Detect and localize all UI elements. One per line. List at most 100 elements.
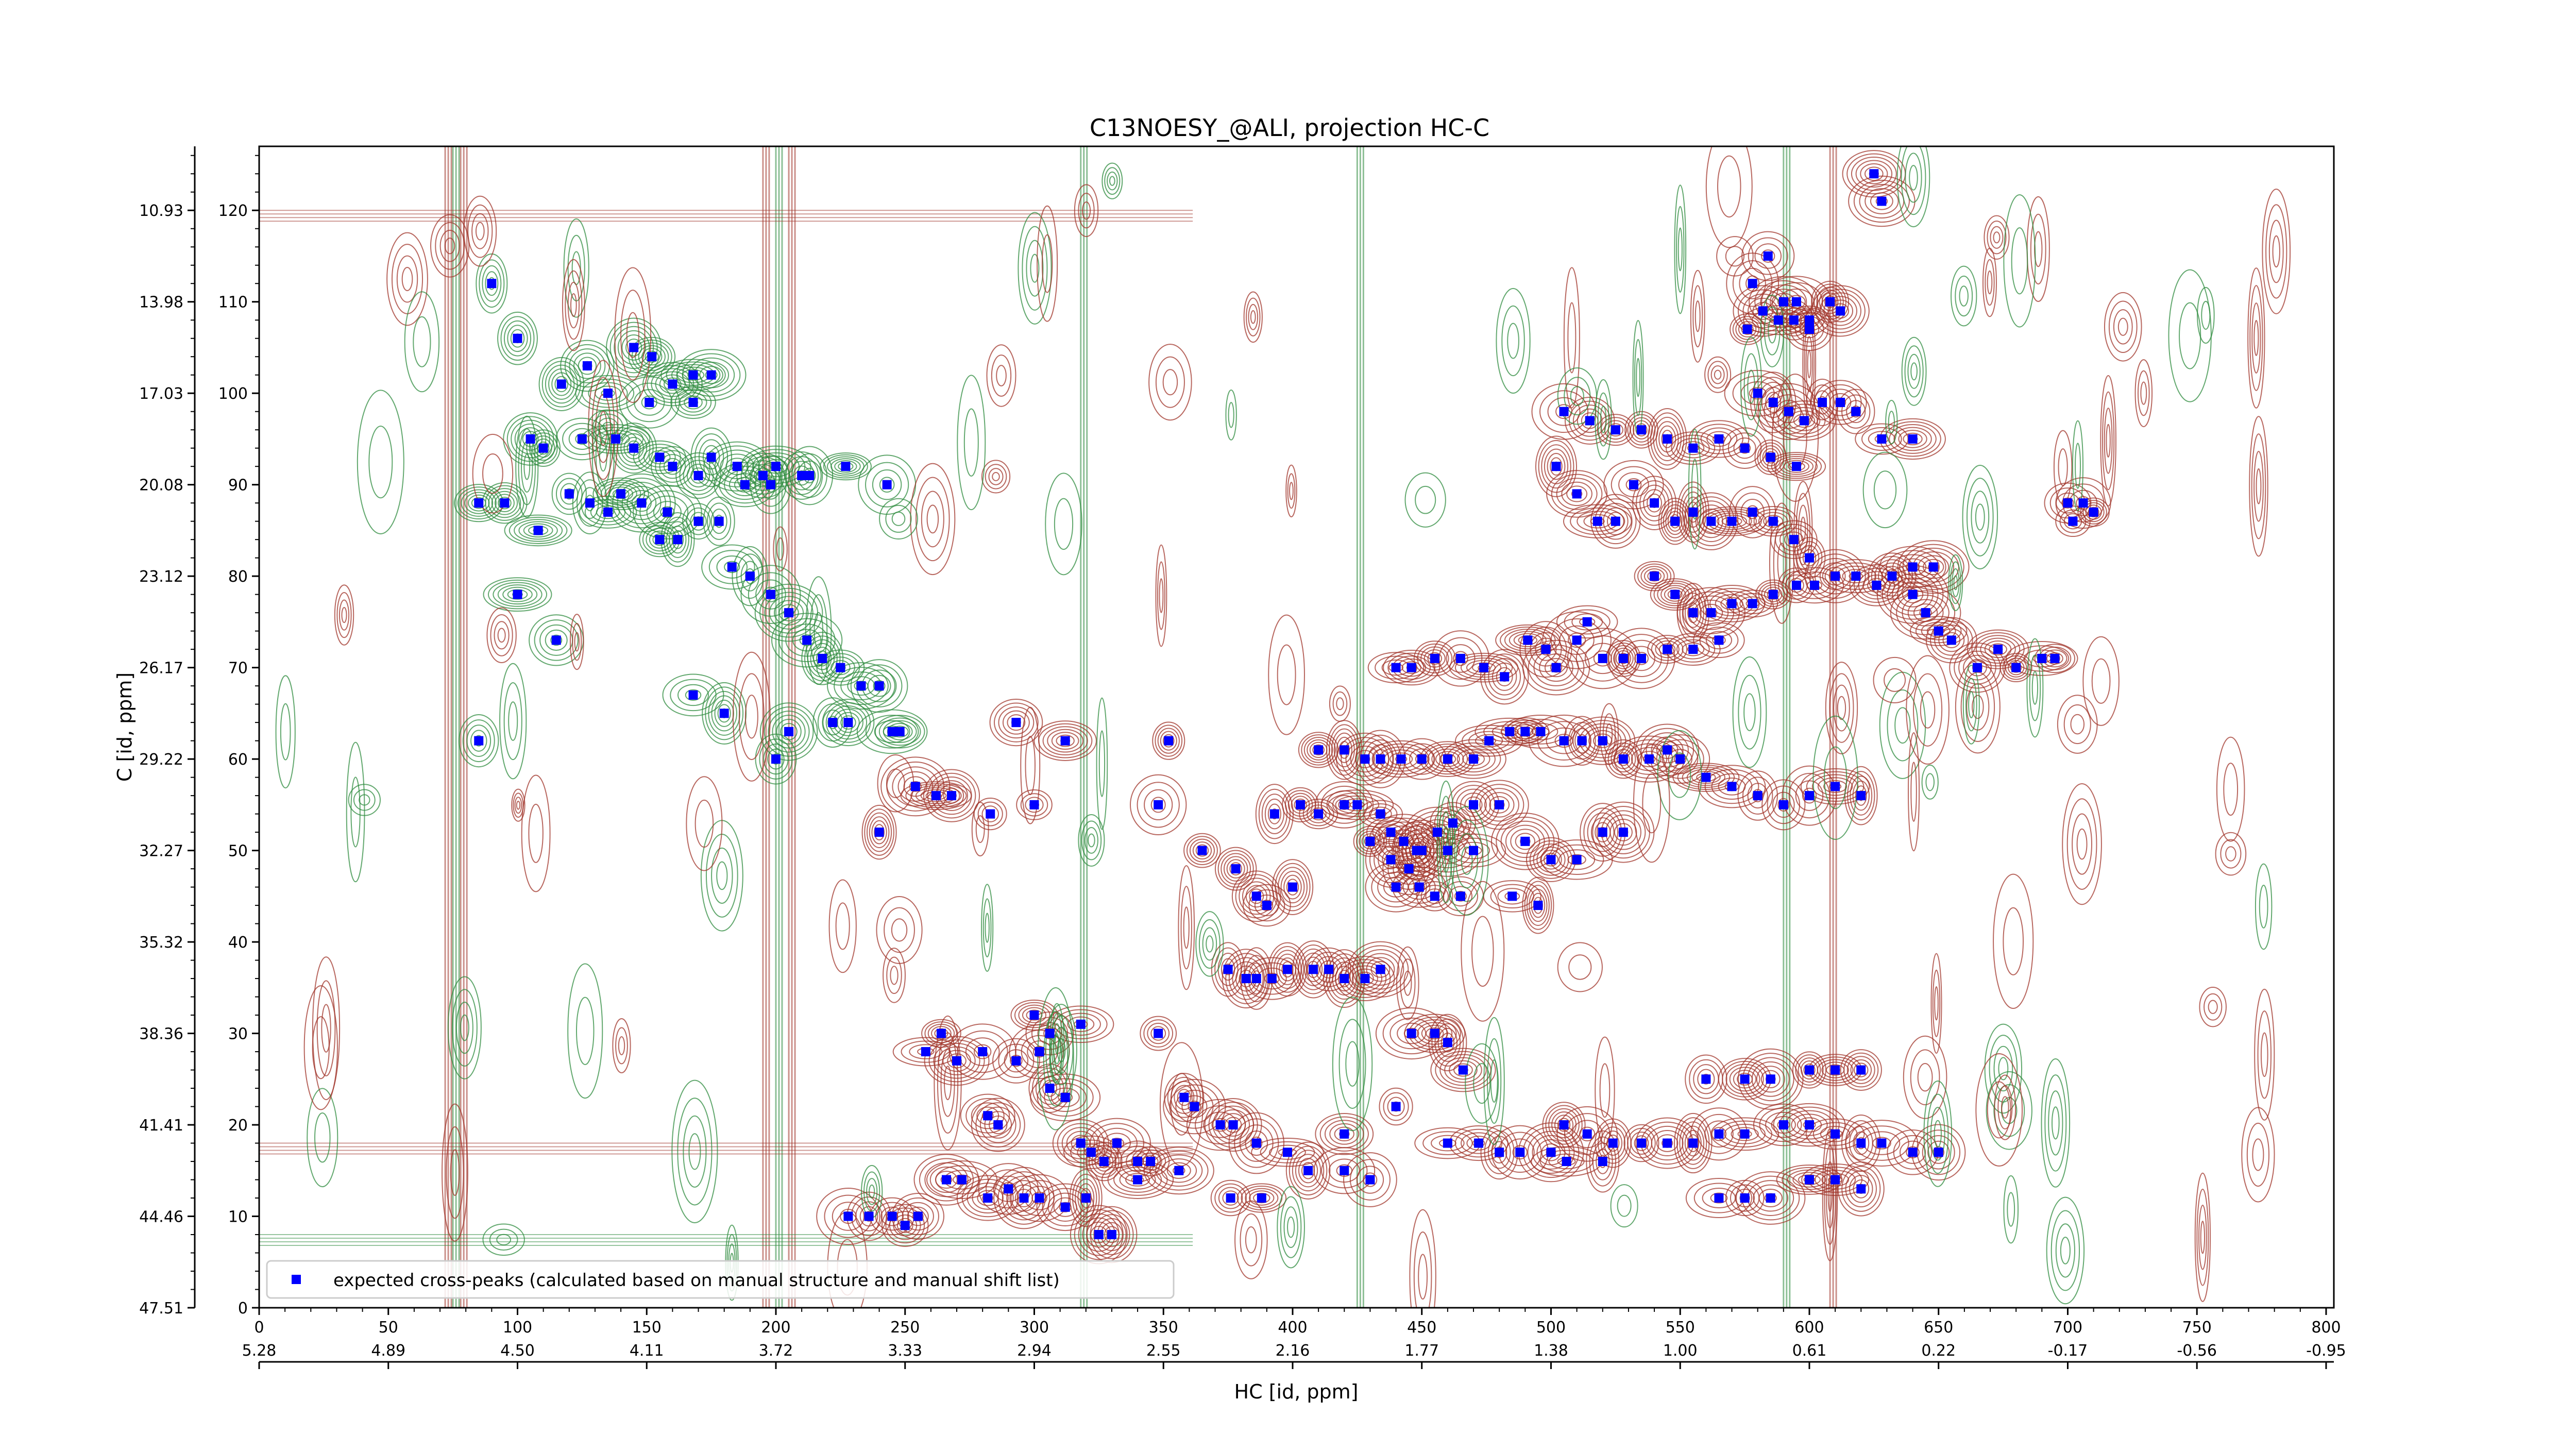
contour-ring: [699, 366, 723, 384]
contour-ring: [275, 675, 296, 789]
contour-ring: [2091, 658, 2111, 704]
contour-ring: [1682, 642, 1705, 656]
contour-ring: [1140, 1016, 1177, 1051]
cross-peak-marker: [1748, 599, 1757, 609]
contour-ring: [1972, 695, 1984, 719]
cross-peak-marker: [1856, 1138, 1866, 1148]
contour-ring: [1540, 839, 1613, 880]
contour-ring: [1614, 634, 1669, 683]
contour-ring: [1756, 1066, 1785, 1093]
contour-ring: [1202, 927, 1217, 961]
chart-title: C13NOESY_@ALI, projection HC-C: [1090, 114, 1489, 142]
cross-peak-marker: [1572, 855, 1582, 865]
contour-ring: [316, 980, 336, 1076]
contour-ring: [2006, 640, 2078, 676]
contour-ring: [1921, 764, 1939, 800]
contour-ring: [1409, 1209, 1436, 1308]
contour-ring: [1251, 1138, 1324, 1167]
contour-ring: [1229, 862, 1243, 875]
contour-ring: [869, 1184, 875, 1199]
contour-ring: [1699, 603, 1723, 622]
contour-ring: [1351, 968, 1378, 989]
contour-ring: [2253, 320, 2259, 356]
contour-ring: [1590, 494, 1641, 549]
cross-peak-marker: [645, 397, 654, 407]
contour-ring: [1646, 732, 1689, 768]
contour-ring: [1074, 1209, 1124, 1260]
contour-ring: [1454, 1128, 1503, 1158]
contour-ring: [1737, 1048, 1804, 1110]
contour-ring: [606, 317, 662, 378]
contour-ring: [1827, 299, 1854, 323]
contour-ring: [1617, 1194, 1632, 1217]
contour-ring: [1332, 691, 1348, 716]
x-ppm-tick-label: -0.56: [2177, 1342, 2217, 1360]
contour-ring: [1431, 1135, 1465, 1152]
contour-ring: [1147, 1022, 1170, 1044]
contour-ring: [1845, 1170, 1877, 1208]
contour-ring: [1673, 753, 1687, 765]
contour-ring: [1660, 501, 1690, 542]
contour-ring: [1868, 552, 1917, 600]
contour-ring: [1454, 655, 1513, 680]
cross-peak-marker: [1766, 1193, 1775, 1203]
contour-ring: [1025, 797, 1044, 813]
contour-ring: [1874, 559, 1910, 594]
cross-peak-marker: [1443, 1138, 1452, 1148]
cross-peak-marker: [1396, 754, 1406, 764]
contour-ring: [1984, 1023, 2023, 1114]
contour-ring: [1570, 386, 1584, 406]
contour-ring: [1283, 1206, 1298, 1248]
contour-ring: [2063, 704, 2091, 745]
cross-peak-marker: [2068, 516, 2078, 526]
x-tick-label: 550: [1666, 1319, 1695, 1337]
contour-ring: [336, 592, 352, 638]
contour-ring: [1512, 1145, 1528, 1160]
y-axis-label: C [id, ppm]: [113, 672, 136, 782]
contour-ring: [1054, 498, 1074, 550]
contour-ring: [1579, 1126, 1596, 1142]
contour-ring: [1948, 554, 1963, 611]
contour-ring: [682, 353, 741, 397]
contour-ring: [1336, 736, 1352, 763]
contour-ring: [884, 907, 915, 953]
x-ppm-tick-label: -0.17: [2048, 1342, 2088, 1360]
cross-peak-marker: [771, 462, 781, 471]
contour-ring: [1563, 504, 1632, 538]
contour-ring: [1324, 1120, 1364, 1149]
cross-peak-marker: [655, 452, 665, 462]
contour-ring: [1301, 734, 1336, 766]
contour-ring: [1497, 888, 1528, 905]
contour-ring: [1679, 587, 1707, 638]
contour-ring: [1155, 544, 1167, 647]
contour-ring: [1636, 358, 1640, 397]
contour-ring: [989, 1115, 1008, 1135]
cross-peak-marker: [1029, 1010, 1039, 1020]
x-ppm-tick-label: 3.72: [759, 1342, 793, 1360]
cross-peak-marker: [1804, 315, 1814, 325]
contour-ring: [1408, 878, 1431, 896]
contour-ring: [1697, 1113, 1741, 1154]
contour-ring: [2007, 1192, 2015, 1227]
contour-ring: [1989, 643, 2007, 655]
y-tick-label: 120: [218, 202, 248, 220]
cross-peak-marker: [1406, 1028, 1416, 1038]
cross-peak-marker: [1417, 754, 1427, 764]
contour-ring: [1852, 780, 1870, 811]
contour-ring: [1436, 780, 1455, 903]
cross-peak-marker: [771, 754, 781, 764]
cross-peak-marker: [1908, 562, 1918, 572]
contour-ring: [575, 997, 595, 1065]
contour-ring: [759, 702, 818, 761]
contour-ring: [1993, 873, 2034, 1009]
contour-ring: [1904, 345, 1924, 398]
cross-peak-marker: [1908, 434, 1918, 444]
cross-peak-marker: [805, 470, 815, 480]
contour-ring: [1987, 1081, 2011, 1139]
contour-ring: [732, 546, 769, 606]
contour-ring: [595, 394, 612, 463]
cross-peak-marker: [1908, 1148, 1918, 1157]
legend-label: expected cross-peaks (calculated based o…: [333, 1270, 1060, 1291]
contour-ring: [1811, 285, 1870, 337]
contour-ring: [1955, 660, 2001, 754]
